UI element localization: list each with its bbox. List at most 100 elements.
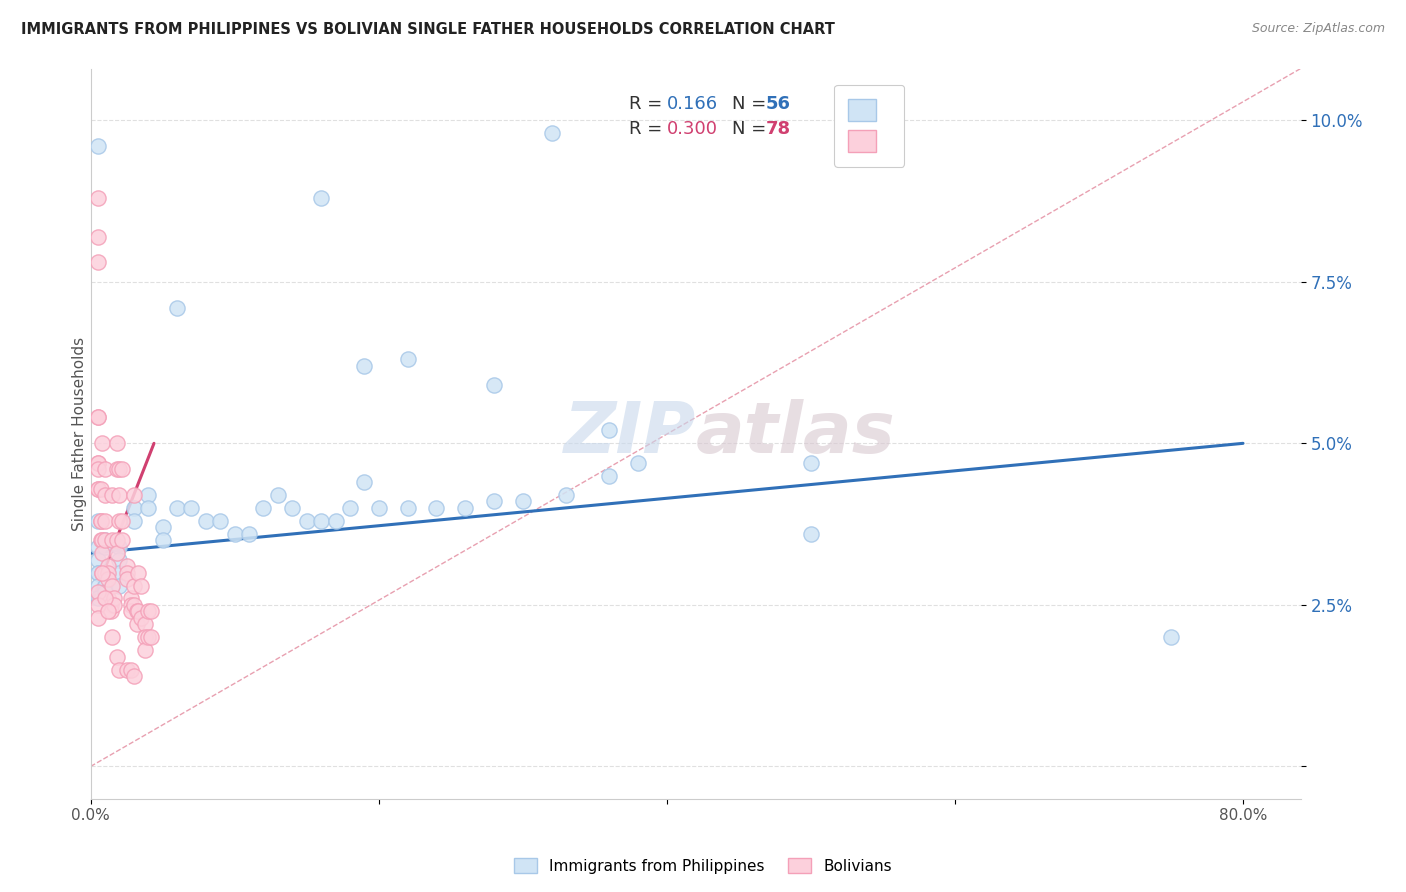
- Point: [136, 500, 159, 515]
- Point: [125, 604, 148, 618]
- Point: [87, 462, 110, 476]
- Point: [105, 649, 128, 664]
- Point: [87, 552, 110, 566]
- Point: [152, 533, 174, 548]
- Point: [87, 139, 110, 153]
- Point: [105, 436, 128, 450]
- Point: [136, 630, 159, 644]
- Point: [122, 669, 145, 683]
- Point: [122, 578, 145, 592]
- Text: R =: R =: [628, 95, 668, 112]
- Point: [194, 514, 217, 528]
- Point: [120, 663, 142, 677]
- Point: [100, 598, 122, 612]
- Point: [101, 488, 124, 502]
- Point: [94, 462, 117, 476]
- Point: [115, 559, 138, 574]
- Point: [108, 663, 131, 677]
- Text: 56: 56: [766, 95, 790, 112]
- Point: [482, 378, 505, 392]
- Point: [252, 500, 274, 515]
- Text: ZIP: ZIP: [564, 399, 696, 468]
- Point: [94, 540, 117, 554]
- Point: [111, 514, 134, 528]
- Point: [166, 500, 188, 515]
- Point: [122, 488, 145, 502]
- Point: [94, 514, 117, 528]
- Point: [97, 591, 120, 606]
- Point: [122, 598, 145, 612]
- Point: [627, 456, 650, 470]
- Point: [90, 533, 112, 548]
- Point: [122, 514, 145, 528]
- Point: [108, 462, 131, 476]
- Point: [425, 500, 447, 515]
- Point: [105, 533, 128, 548]
- Point: [1160, 630, 1182, 644]
- Point: [108, 566, 131, 580]
- Legend: , : ,: [834, 85, 904, 167]
- Legend: Immigrants from Philippines, Bolivians: Immigrants from Philippines, Bolivians: [508, 852, 898, 880]
- Point: [103, 598, 125, 612]
- Point: [94, 578, 117, 592]
- Point: [87, 191, 110, 205]
- Point: [540, 126, 562, 140]
- Point: [97, 559, 120, 574]
- Point: [166, 301, 188, 315]
- Point: [281, 500, 304, 515]
- Point: [101, 533, 124, 548]
- Point: [87, 585, 110, 599]
- Point: [111, 462, 134, 476]
- Text: 0.300: 0.300: [666, 120, 717, 138]
- Point: [136, 604, 159, 618]
- Point: [598, 424, 620, 438]
- Point: [115, 663, 138, 677]
- Point: [87, 410, 110, 425]
- Point: [87, 578, 110, 592]
- Point: [309, 191, 332, 205]
- Point: [120, 591, 142, 606]
- Point: [134, 630, 156, 644]
- Point: [87, 598, 110, 612]
- Point: [111, 533, 134, 548]
- Point: [94, 566, 117, 580]
- Point: [136, 488, 159, 502]
- Point: [91, 566, 114, 580]
- Point: [482, 494, 505, 508]
- Point: [97, 572, 120, 586]
- Point: [87, 255, 110, 269]
- Point: [129, 578, 152, 592]
- Point: [295, 514, 318, 528]
- Point: [90, 482, 112, 496]
- Point: [339, 500, 361, 515]
- Point: [100, 604, 122, 618]
- Point: [125, 617, 148, 632]
- Point: [103, 591, 125, 606]
- Text: 78: 78: [766, 120, 792, 138]
- Point: [91, 566, 114, 580]
- Point: [87, 540, 110, 554]
- Point: [180, 500, 202, 515]
- Point: [91, 546, 114, 560]
- Point: [87, 566, 110, 580]
- Text: N =: N =: [733, 120, 772, 138]
- Point: [87, 514, 110, 528]
- Point: [267, 488, 290, 502]
- Point: [105, 462, 128, 476]
- Point: [94, 591, 117, 606]
- Text: 0.166: 0.166: [666, 95, 717, 112]
- Point: [353, 359, 375, 373]
- Point: [127, 566, 149, 580]
- Text: Source: ZipAtlas.com: Source: ZipAtlas.com: [1251, 22, 1385, 36]
- Point: [512, 494, 534, 508]
- Point: [87, 456, 110, 470]
- Point: [87, 482, 110, 496]
- Point: [309, 514, 332, 528]
- Point: [325, 514, 347, 528]
- Point: [94, 533, 117, 548]
- Point: [108, 488, 131, 502]
- Y-axis label: Single Father Households: Single Father Households: [72, 336, 87, 531]
- Point: [396, 352, 419, 367]
- Point: [367, 500, 389, 515]
- Text: IMMIGRANTS FROM PHILIPPINES VS BOLIVIAN SINGLE FATHER HOUSEHOLDS CORRELATION CHA: IMMIGRANTS FROM PHILIPPINES VS BOLIVIAN …: [21, 22, 835, 37]
